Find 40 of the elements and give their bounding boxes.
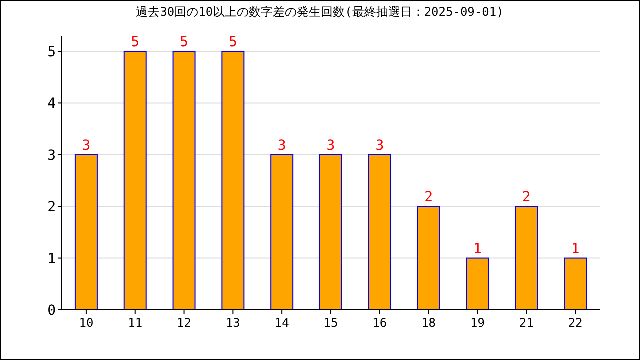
data-label: 1 [474,241,482,258]
bar [466,258,490,310]
y-tick-label: 1 [48,251,56,268]
bar [515,206,538,310]
x-tick-label: 11 [128,316,143,330]
data-label: 2 [522,190,531,206]
bar [222,51,245,310]
x-tick-label: 16 [372,316,388,330]
y-tick-label: 2 [48,200,56,216]
bar [124,51,147,310]
bar [417,206,440,310]
data-label: 3 [278,138,286,154]
x-tick-label: 15 [324,316,338,330]
y-tick-label: 0 [48,303,56,319]
x-tick-label: 12 [177,316,192,330]
data-label: 3 [82,138,91,154]
x-tick-label: 19 [470,316,485,330]
x-tick-label: 22 [568,316,583,330]
bar [564,258,588,310]
y-tick-label: 4 [48,96,56,112]
y-tick-label: 5 [48,44,56,61]
x-tick-label: 10 [79,316,94,330]
data-label: 3 [376,138,384,154]
data-label: 3 [326,138,336,154]
bar [172,51,196,310]
data-label: 5 [228,34,238,51]
data-label: 5 [131,34,140,51]
x-tick-label: 13 [226,316,240,330]
chart-title: 過去30回の10以上の数字差の発生回数(最終抽選日：2025-09-01) [136,5,504,19]
data-label: 1 [571,241,580,258]
y-tick-label: 3 [48,148,56,164]
x-tick-label: 21 [519,316,534,330]
data-label: 2 [424,190,434,206]
bar [270,154,294,310]
bar [368,154,392,310]
bar [320,154,342,310]
bar [74,154,98,310]
data-label: 5 [180,34,188,51]
x-tick-label: 14 [274,316,290,330]
x-tick-label: 18 [422,316,436,330]
